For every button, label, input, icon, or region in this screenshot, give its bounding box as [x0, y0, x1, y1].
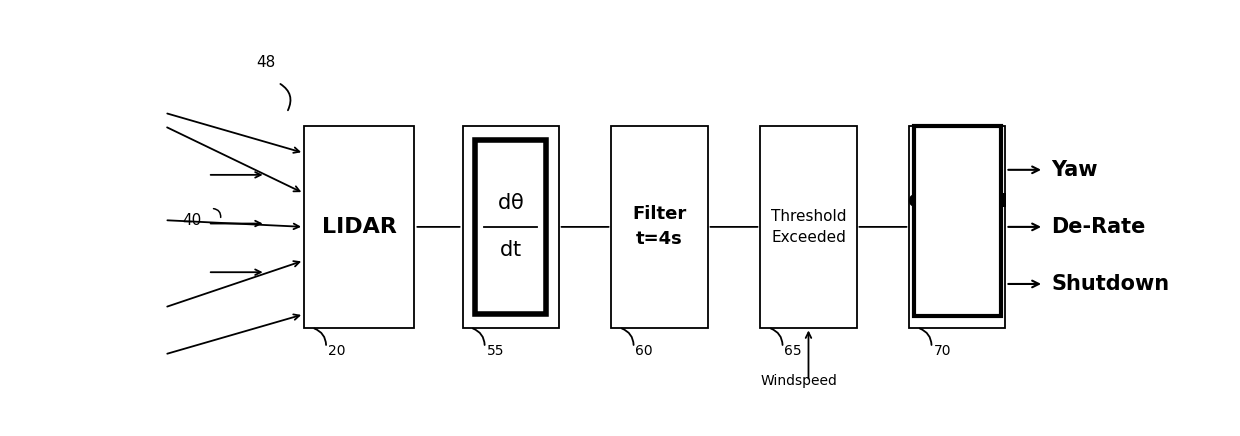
Text: 40: 40 — [182, 213, 201, 228]
Text: 70: 70 — [934, 344, 951, 358]
Text: 20: 20 — [327, 344, 346, 358]
Text: 60: 60 — [635, 344, 653, 358]
Bar — [760, 126, 857, 327]
Text: $\mathrm{d\theta}$: $\mathrm{d\theta}$ — [497, 194, 525, 213]
Text: Threshold
Exceeded: Threshold Exceeded — [771, 209, 846, 245]
Text: LIDAR: LIDAR — [321, 217, 397, 237]
Text: Shutdown: Shutdown — [1052, 274, 1169, 294]
Text: $\mathrm{dt}$: $\mathrm{dt}$ — [500, 240, 522, 260]
Text: 48: 48 — [255, 55, 275, 70]
Text: 55: 55 — [486, 344, 503, 358]
Text: Command
Evasive
Action: Command Evasive Action — [908, 193, 1008, 261]
Bar — [909, 126, 1006, 327]
Text: 65: 65 — [785, 344, 802, 358]
Text: Filter
t=4s: Filter t=4s — [632, 205, 687, 249]
Text: De-Rate: De-Rate — [1052, 217, 1146, 237]
Bar — [463, 126, 558, 327]
Text: Yaw: Yaw — [1052, 160, 1099, 180]
Bar — [611, 126, 708, 327]
Text: Windspeed: Windspeed — [760, 375, 837, 388]
Bar — [304, 126, 414, 327]
Bar — [475, 140, 546, 314]
Bar — [914, 126, 1001, 316]
